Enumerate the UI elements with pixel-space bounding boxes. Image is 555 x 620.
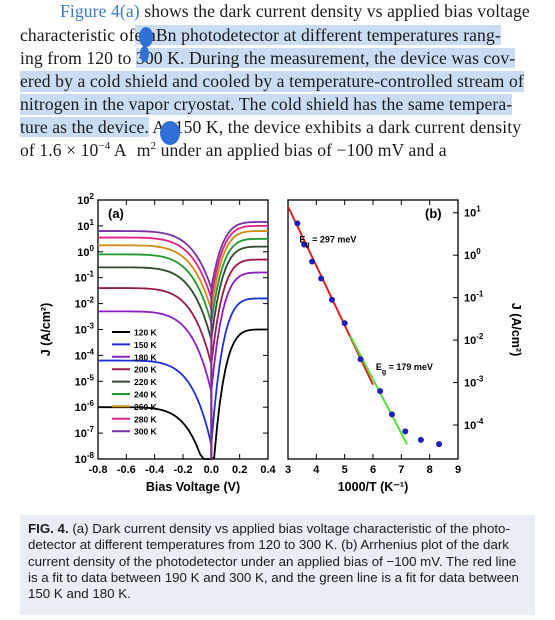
y-tick-label: 101 <box>464 205 481 220</box>
data-point <box>417 436 424 443</box>
legend-label: 260 K <box>134 402 158 412</box>
x-tick-label: -0.2 <box>174 464 193 476</box>
y-tick-label: 100 <box>77 244 94 259</box>
legend-label: 280 K <box>134 414 158 424</box>
y-tick-label: 102 <box>77 192 94 207</box>
x-tick-label: 0.4 <box>260 464 276 476</box>
energy-gap-annotation: Eg = 297 meV <box>299 234 356 248</box>
figure-link[interactable]: Figure 4(a) <box>60 1 140 21</box>
data-point <box>328 296 335 303</box>
x-tick-label: -0.8 <box>89 464 108 476</box>
panel-a-plot: -0.8 -0.6 -0.4 -0.2 0.0 0.2 0.4 102 101 100 10-1 10… <box>39 192 277 494</box>
y-axis-label: J (A/cm²) <box>39 303 53 356</box>
fit-line <box>287 205 374 386</box>
selection-cursor[interactable] <box>140 46 149 62</box>
legend-label: 150 K <box>134 340 158 350</box>
y-tick-label: 10-2 <box>75 296 95 311</box>
figure-4: -0.8 -0.6 -0.4 -0.2 0.0 0.2 0.4 102 101 100 10-1 10… <box>39 192 523 494</box>
series-line-260-K <box>98 230 269 459</box>
series-line-200-K <box>98 258 269 459</box>
series-line-300-K <box>98 221 269 459</box>
text-line-2: characteristic ofe nBn photodetector at … <box>20 25 501 45</box>
legend-label: 180 K <box>134 352 158 362</box>
text-line-3: ing from 120 to 300 K. During the measur… <box>20 48 516 68</box>
series-line-220-K <box>98 245 269 459</box>
y-tick-label: 10-5 <box>75 373 95 388</box>
x-tick-label: 5 <box>342 464 348 476</box>
y-tick-label: 10-6 <box>75 399 95 414</box>
figure-caption: FIG. 4. (a) Dark current density vs appl… <box>20 515 535 615</box>
panel-label: (b) <box>425 206 442 221</box>
x-tick-label: -0.4 <box>145 464 165 476</box>
x-tick-label: 8 <box>427 464 433 476</box>
y-tick-label: 10-4 <box>464 417 484 432</box>
data-point <box>357 356 364 363</box>
y-tick-label: 10-2 <box>464 332 484 347</box>
text-line-4: ered by a cold shield and cooled by a te… <box>20 71 524 92</box>
text-line-5: nitrogen in the vapor cryostat. The cold… <box>20 94 513 115</box>
x-tick-label: 9 <box>455 464 461 476</box>
x-tick-label: -0.6 <box>117 464 136 476</box>
y-tick-label: 10-1 <box>75 270 95 285</box>
y-axis-label: J (A/cm²) <box>509 303 523 356</box>
series-line-240-K <box>98 237 269 459</box>
energy-gap-annotation: Eg = 179 meV <box>376 362 433 376</box>
data-point <box>377 388 384 395</box>
data-point <box>341 320 348 327</box>
legend-label: 300 K <box>134 427 158 437</box>
y-tick-label: 100 <box>464 247 481 262</box>
y-tick-label: 10-7 <box>75 425 95 440</box>
panel-label: (a) <box>108 206 124 221</box>
y-tick-label: 10-8 <box>75 451 95 466</box>
x-axis-label: Bias Voltage (V) <box>146 480 240 494</box>
data-point <box>388 411 395 418</box>
x-tick-label: 0.0 <box>204 464 219 476</box>
text-line-1: Figure 4(a) shows the dark current densi… <box>60 1 530 21</box>
data-point <box>301 241 308 248</box>
data-point <box>436 441 443 448</box>
panel-a-frame <box>97 199 269 460</box>
x-tick-label: 6 <box>370 464 376 476</box>
panel-b-plot: 3 4 5 6 7 8 9 101 100 10-1 10-2 10-3 10-4 1000/T (K⁻¹… <box>285 199 523 494</box>
legend-label: 120 K <box>134 328 158 338</box>
legend-label: 200 K <box>134 365 158 375</box>
y-tick-label: 10-3 <box>464 375 484 390</box>
text-line-6: ture as the device. At 150 K, the device… <box>20 117 522 137</box>
x-axis-label: 1000/T (K⁻¹) <box>338 480 409 494</box>
data-point <box>294 220 301 227</box>
x-tick-label: 0.2 <box>232 464 247 476</box>
x-tick-label: 3 <box>285 464 291 476</box>
legend-label: 240 K <box>134 390 158 400</box>
legend-label: 220 K <box>134 377 158 387</box>
x-tick-label: 4 <box>313 464 320 476</box>
data-point <box>402 428 409 435</box>
data-point <box>309 258 316 265</box>
data-point <box>318 275 325 282</box>
y-tick-label: 10-4 <box>75 347 95 362</box>
selection-start-handle[interactable] <box>139 27 153 47</box>
y-tick-label: 10-3 <box>75 322 95 337</box>
selection-end-handle[interactable] <box>160 121 180 145</box>
x-tick-label: 7 <box>398 464 404 476</box>
y-tick-label: 10-1 <box>464 290 484 305</box>
series-line-180-K <box>98 271 269 459</box>
y-tick-label: 101 <box>77 218 94 233</box>
series-line-280-K <box>98 225 269 459</box>
series-line-150-K <box>98 297 269 459</box>
